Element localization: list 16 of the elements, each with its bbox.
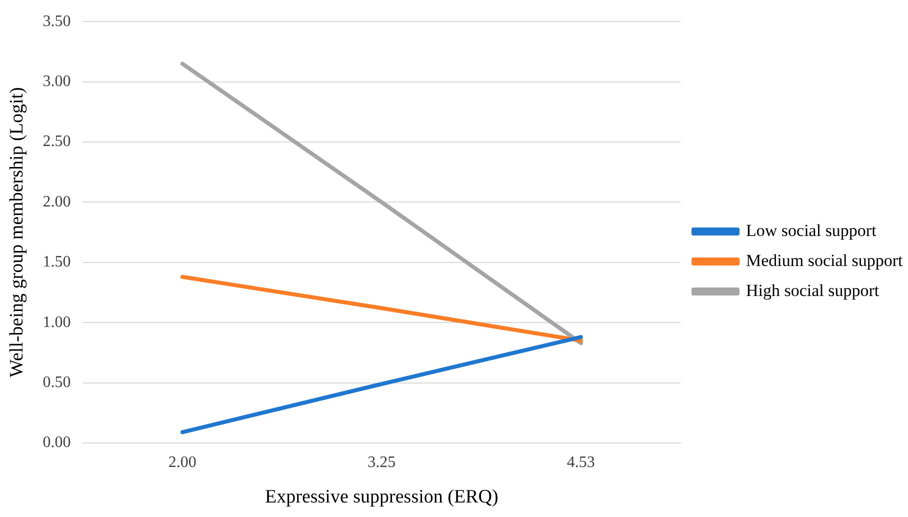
y-tick-label: 1.50: [42, 254, 71, 271]
y-tick-label: 2.00: [42, 193, 71, 210]
legend-label: High social support: [746, 280, 880, 300]
y-tick-label: 3.00: [42, 73, 71, 90]
y-tick-label: 0.50: [42, 374, 71, 392]
x-tick-label: 3.25: [368, 454, 396, 471]
legend-label: Low social support: [746, 220, 877, 240]
legend-label: Medium social support: [746, 250, 904, 270]
x-tick-label: 2.00: [168, 454, 196, 471]
y-tick-label: 0.00: [42, 434, 71, 452]
x-tick-label: 4.53: [566, 454, 595, 471]
y-tick-label: 1.00: [42, 314, 71, 331]
x-axis-title: Expressive suppression (ERQ): [265, 486, 498, 508]
y-tick-label: 3.50: [42, 12, 71, 30]
y-tick-label: 2.50: [42, 133, 71, 150]
y-axis-title: Well-being group membership (Logit): [6, 87, 28, 378]
